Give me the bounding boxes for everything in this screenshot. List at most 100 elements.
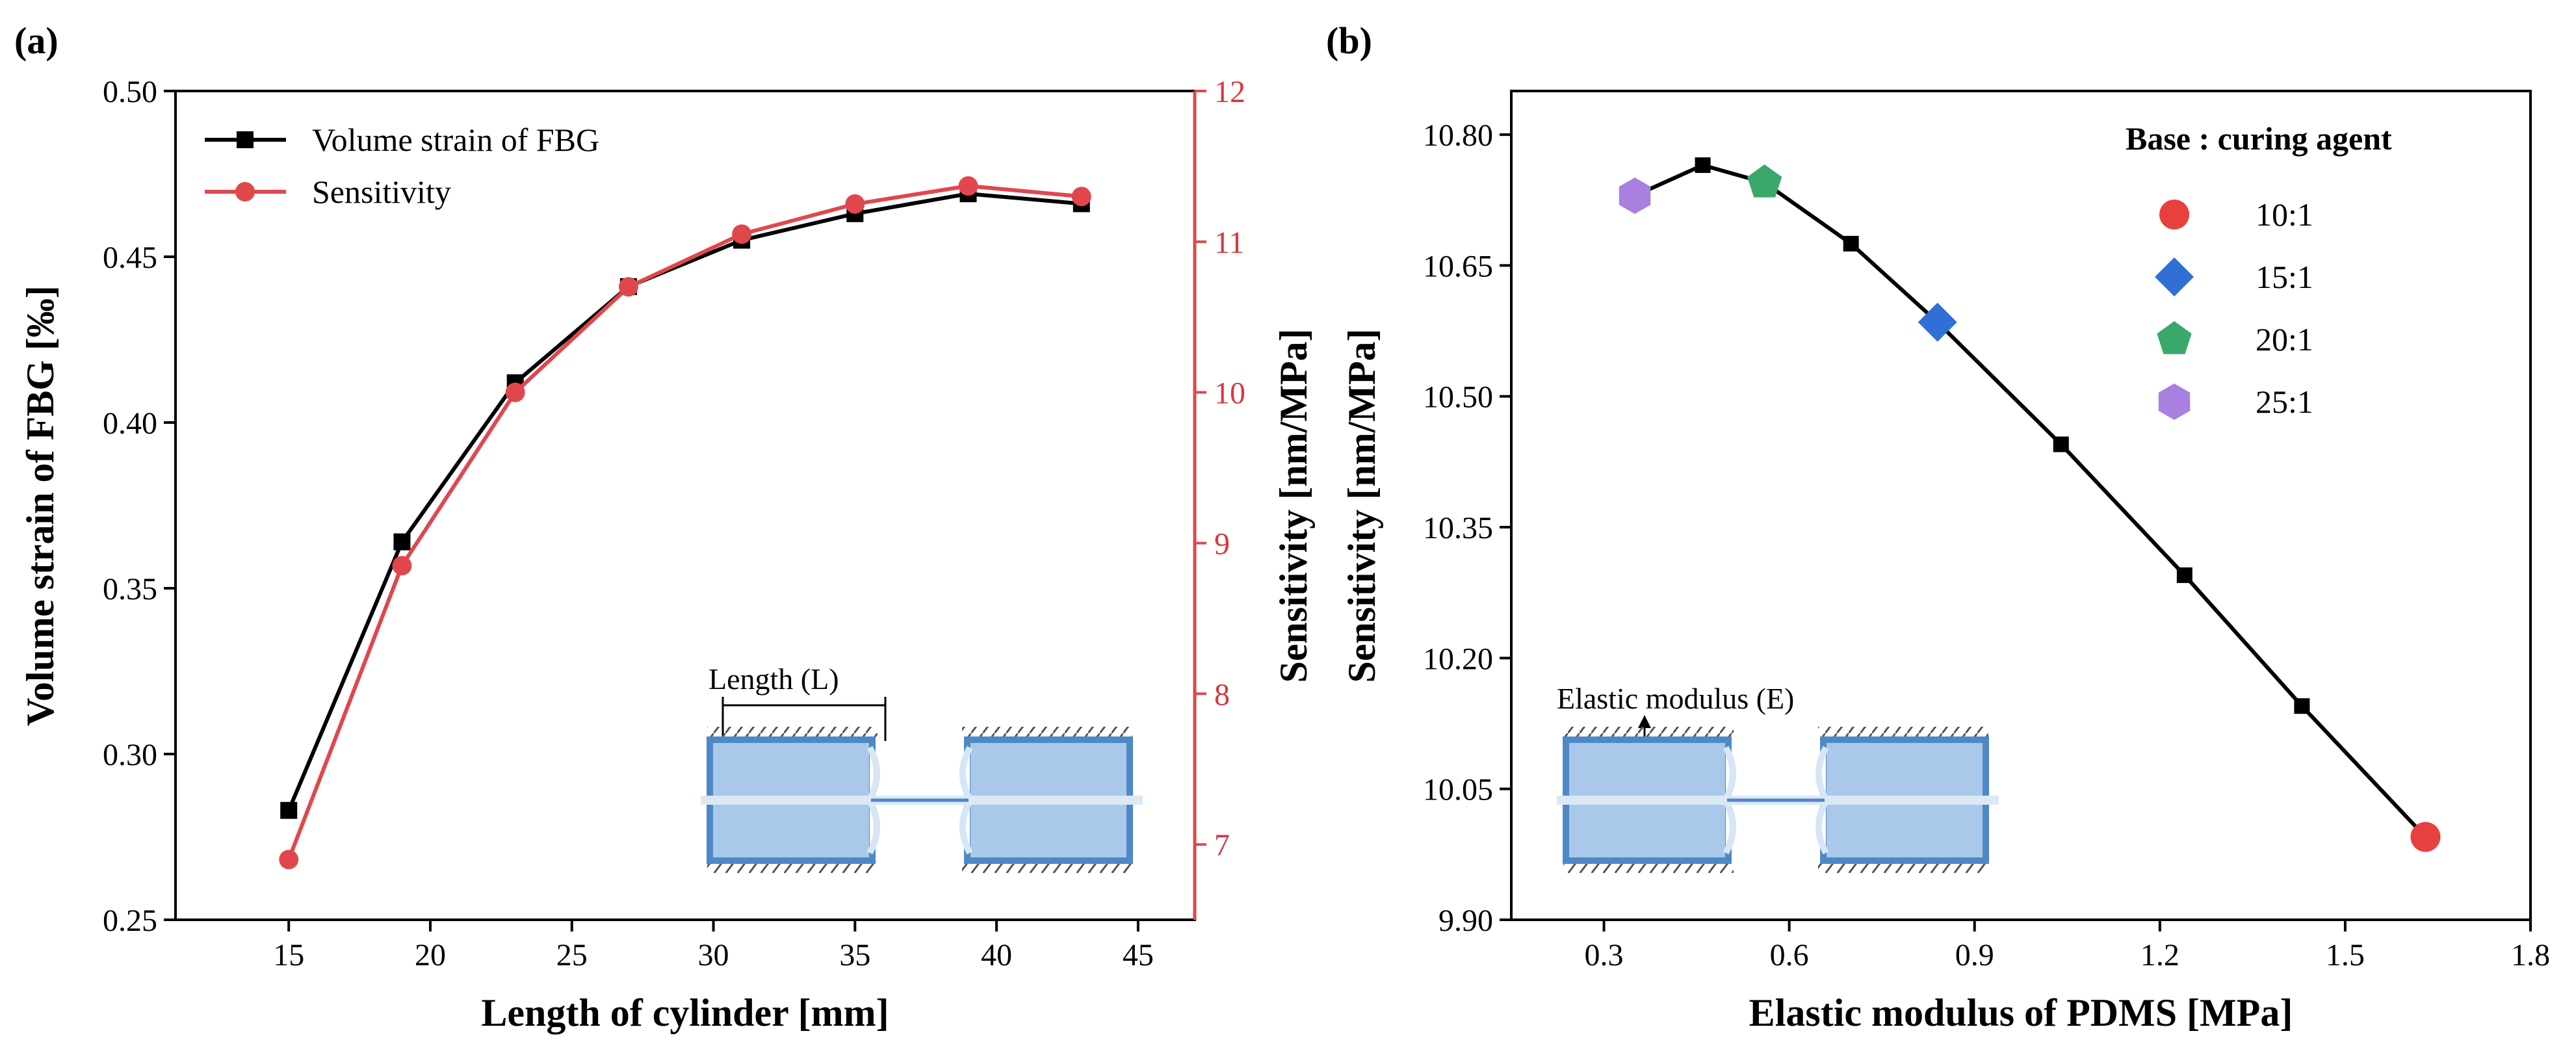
x-tick-label: 1.8 [2511, 938, 2550, 972]
panel-a-y-axis-title: Volume strain of FBG [‰] [19, 285, 62, 726]
panel-a-legend: Volume strain of FBG Sensitivity [205, 122, 599, 210]
inset-arrow-head [1638, 715, 1651, 728]
data-point [1619, 177, 1651, 215]
panel-a-label: (a) [14, 20, 59, 62]
panel-b-x-axis-title: Elastic modulus of PDMS [MPa] [1749, 991, 2293, 1034]
series-1-point [1071, 187, 1091, 207]
series-line-1 [287, 184, 1082, 861]
inset-hatch-top-right [962, 727, 1132, 738]
y-tick-label: 10.50 [1423, 380, 1493, 415]
panel-a-series [279, 176, 1091, 870]
y-tick-label: 0.25 [103, 904, 157, 938]
x-tick-label: 25 [556, 938, 588, 972]
panel-a: (a) 15 20 25 30 35 40 45 0.250.300.350.400.450… [14, 20, 1315, 1034]
y2-tick-label: 8 [1214, 677, 1230, 712]
inset-b-right-end-cap [1815, 746, 1829, 855]
panel-a-y2-ticks: 7 8 9 10 11 12 [1195, 75, 1245, 863]
y-tick-label: 0.30 [103, 738, 157, 772]
series-1-point [279, 850, 299, 870]
data-point [1918, 302, 1957, 342]
inset-right-end-cap [959, 746, 973, 855]
data-point [1695, 157, 1711, 174]
y-tick-label: 0.40 [103, 406, 157, 441]
panel-b-y-axis-title: Sensitivity [nm/MPa] [1340, 329, 1383, 683]
legend-title-base-curing: Base : curing agent [2126, 120, 2392, 157]
series-1-point [845, 194, 865, 214]
panel-b-label: (b) [1326, 20, 1372, 62]
inset-hatch-bottom-right [962, 861, 1132, 873]
legend-marker-15-1 [2155, 257, 2194, 296]
legend-label-sensitivity: Sensitivity [312, 174, 451, 210]
y2-tick-label: 11 [1214, 226, 1244, 260]
panel-b-legend: Base : curing agent 10:1 15:1 20:1 25:1 [2126, 120, 2392, 420]
x-tick-label: 40 [981, 938, 1012, 972]
y2-tick-label: 7 [1214, 828, 1230, 863]
series-1-point [618, 277, 638, 297]
inset-hatch-top-left [707, 727, 878, 738]
legend-label: 20:1 [2256, 321, 2313, 358]
inset-hatch-bottom-left [707, 861, 878, 873]
y-tick-label: 10.80 [1423, 118, 1493, 153]
data-point [1843, 235, 1859, 252]
inset-b-hatch-bottom-right [1818, 861, 1988, 873]
x-tick-label: 45 [1123, 938, 1154, 972]
y-tick-label: 10.65 [1423, 249, 1493, 283]
inset-b-hatch-top-left [1563, 727, 1734, 738]
data-point [2176, 567, 2192, 583]
legend-marker-20-1 [2157, 321, 2192, 354]
panel-b-series [1619, 157, 2441, 852]
series-0-point [280, 801, 298, 819]
y-tick-label: 9.90 [1438, 904, 1493, 938]
y-tick-label: 10.20 [1423, 642, 1493, 676]
legend-label: 10:1 [2256, 196, 2313, 233]
panel-a-y2-axis-title: Sensitivity [nm/MPa] [1272, 329, 1315, 683]
series-0-point [393, 533, 411, 551]
panel-b: (b) 0.3 0.6 0.9 1.2 1.5 1.8 9.90 10.05 10.20 10.… [1326, 20, 2550, 1034]
x-tick-label: 0.6 [1770, 938, 1809, 972]
x-tick-label: 1.5 [2326, 938, 2365, 972]
legend-circle-marker [235, 182, 255, 202]
series-1-point [392, 556, 412, 576]
panel-b-inset-schematic: Elastic modulus (E) [1557, 682, 1999, 873]
inset-elastic-modulus-label: Elastic modulus (E) [1557, 682, 1794, 715]
x-tick-label: 1.2 [2140, 938, 2179, 972]
y2-tick-label: 10 [1214, 376, 1245, 411]
inset-length-label: Length (L) [709, 662, 839, 696]
data-point [1747, 164, 1782, 198]
x-tick-label: 30 [698, 938, 729, 972]
legend-square-marker [237, 131, 254, 148]
data-point [2410, 822, 2441, 852]
series-1-point [958, 176, 978, 196]
y-tick-label: 10.35 [1423, 511, 1493, 545]
y2-tick-label: 9 [1214, 527, 1230, 561]
y-tick-label: 0.45 [103, 241, 157, 275]
x-tick-label: 35 [839, 938, 870, 972]
inset-b-hatch-bottom-left [1563, 861, 1734, 873]
legend-label-volume-strain: Volume strain of FBG [312, 122, 599, 158]
data-point [2053, 436, 2069, 452]
y-tick-label: 0.50 [103, 75, 157, 109]
legend-label: 25:1 [2256, 384, 2313, 420]
data-point [2294, 698, 2310, 714]
y2-tick-label: 12 [1214, 75, 1245, 109]
panel-b-plot-frame [1510, 90, 2532, 921]
x-tick-label: 15 [273, 938, 304, 972]
x-tick-label: 0.9 [1955, 938, 1994, 972]
series-line-0 [287, 192, 1082, 811]
inset-left-end-cap [866, 746, 880, 855]
panel-b-x-ticks: 0.3 0.6 0.9 1.2 1.5 1.8 [1585, 920, 2550, 972]
y-tick-label: 0.35 [103, 572, 157, 606]
legend-marker-25-1 [2158, 384, 2191, 420]
legend-label: 15:1 [2256, 259, 2313, 295]
series-1-point [505, 382, 525, 402]
legend-marker-10-1 [2159, 200, 2189, 229]
x-tick-label: 0.3 [1585, 938, 1624, 972]
inset-b-hatch-top-right [1818, 727, 1988, 738]
panel-a-inset-schematic: Length (L) [701, 662, 1143, 873]
x-tick-label: 20 [415, 938, 446, 972]
series-1-point [732, 224, 752, 244]
panel-a-x-ticks: 15 20 25 30 35 40 45 [273, 920, 1154, 972]
inset-b-left-end-cap [1723, 746, 1736, 855]
panel-a-y-ticks: 0.25 0.30 0.35 0.40 0.45 0.50 [103, 75, 176, 938]
